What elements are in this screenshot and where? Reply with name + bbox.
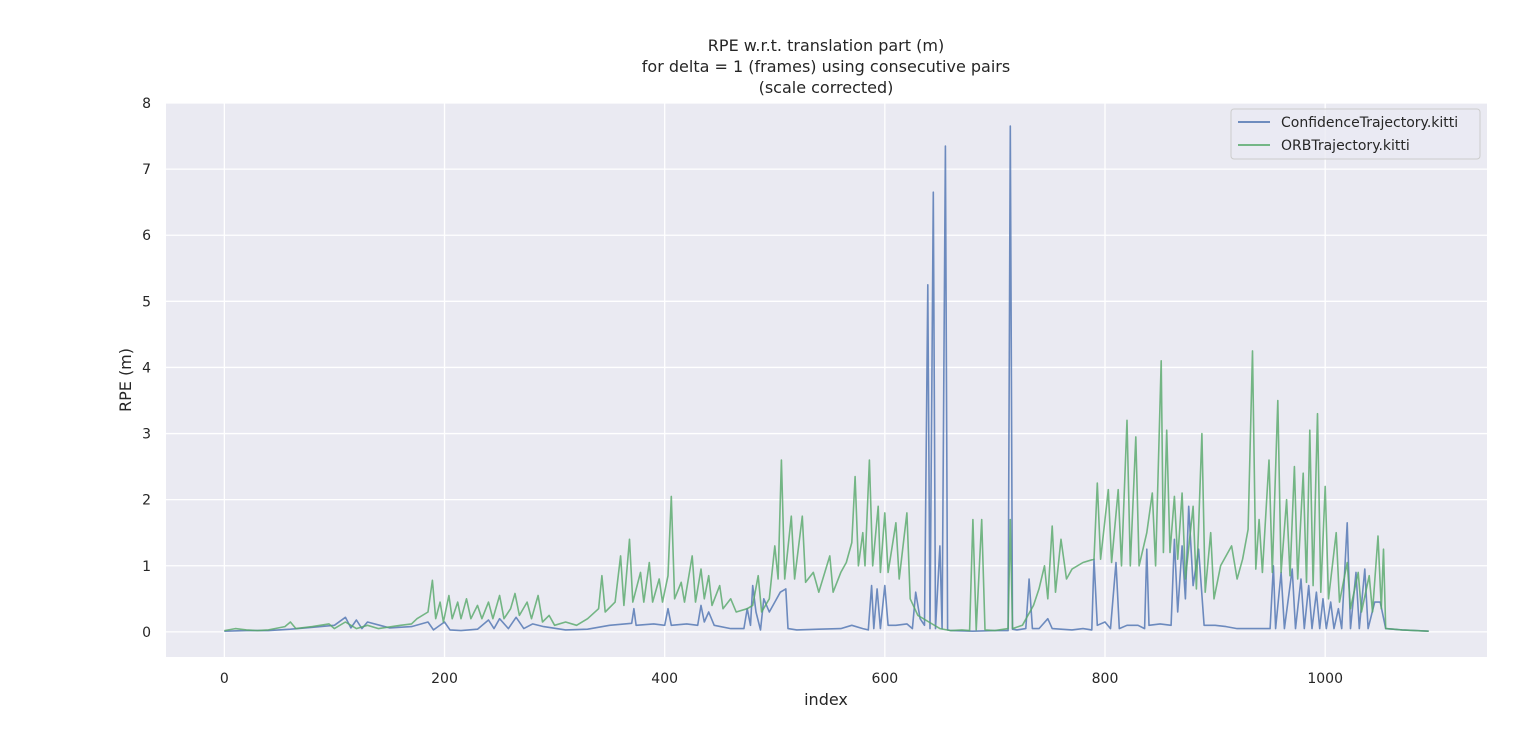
legend-entry-label: ConfidenceTrajectory.kitti [1281,115,1458,131]
chart-title: RPE w.r.t. translation part (m) [708,36,944,55]
y-tick-label: 7 [142,162,151,178]
legend-entry-label: ORBTrajectory.kitti [1281,138,1410,154]
series-line-orb-trajectory [224,350,1429,632]
chart-subtitle-line-2: (scale corrected) [759,78,894,97]
y-tick-label: 0 [142,625,151,641]
y-tick-label: 8 [142,96,151,112]
x-tick-label: 1000 [1307,671,1343,687]
x-tick-label: 600 [871,671,898,687]
y-tick-label: 3 [142,427,151,443]
plot-area [166,103,1487,657]
y-tick-label: 5 [142,294,151,310]
x-axis-label: index [804,690,848,709]
x-tick-label: 200 [431,671,458,687]
y-tick-label: 6 [142,228,151,244]
y-tick-label: 1 [142,559,151,575]
x-tick-label: 400 [651,671,678,687]
legend-frame [1230,108,1481,160]
x-axis-ticks: 0 200 400 600 800 1000 [220,671,1343,687]
grid-lines [166,102,1487,657]
y-axis-ticks: 0 1 2 3 4 5 6 7 8 [142,96,151,641]
y-axis-label: RPE (m) [116,348,135,412]
y-tick-label: 2 [142,493,151,509]
series-line-confidence-trajectory [224,125,1429,632]
series-lines [224,125,1429,632]
y-tick-label: 4 [142,360,151,376]
legend: ConfidenceTrajectory.kitti ORBTrajectory.… [1230,108,1481,160]
chart-subtitle-line-1: for delta = 1 (frames) using consecutive… [642,57,1010,76]
x-tick-label: 0 [220,671,229,687]
x-tick-label: 800 [1092,671,1119,687]
